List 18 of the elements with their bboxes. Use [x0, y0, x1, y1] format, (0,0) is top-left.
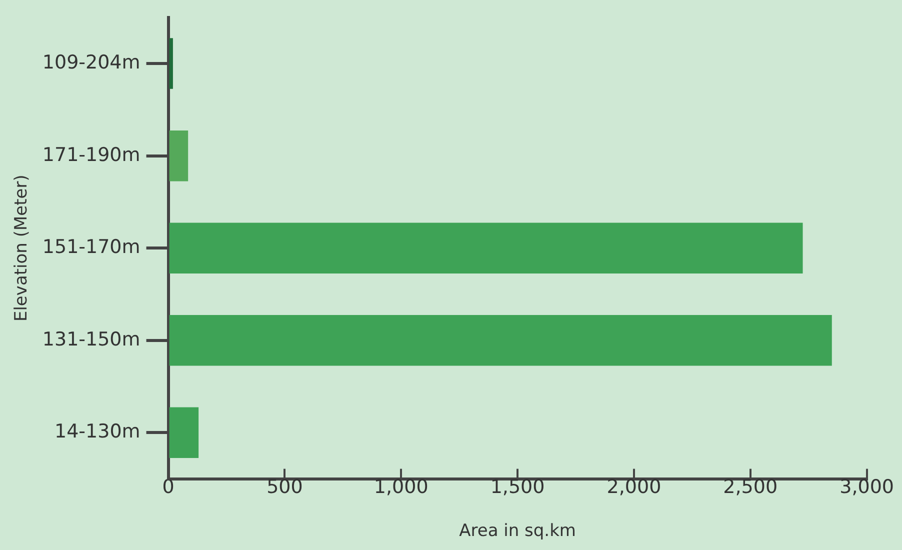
x-tick-label: 1,000	[374, 476, 428, 498]
x-tick-label: 2,000	[606, 476, 662, 498]
bar	[169, 38, 173, 89]
bar	[169, 130, 188, 182]
x-tick-label: 3,000	[840, 476, 894, 498]
x-tick-label: 1,500	[490, 476, 545, 498]
y-tick-label: 131-150m	[42, 328, 140, 350]
y-tick-label: 14-130m	[54, 420, 140, 443]
x-tick-label: 500	[266, 476, 303, 498]
x-axis-title: Area in sq.km	[459, 521, 576, 542]
y-tick-label: 151-170m	[42, 236, 140, 258]
bar	[169, 222, 803, 274]
y-tick-label: 171-190m	[42, 144, 140, 166]
y-axis-title: Elevation (Meter)	[12, 174, 32, 322]
bar	[169, 315, 832, 366]
y-tick-label: 109-204m	[42, 51, 140, 74]
bar	[169, 407, 199, 458]
x-tick-label: 2,500	[723, 476, 778, 498]
